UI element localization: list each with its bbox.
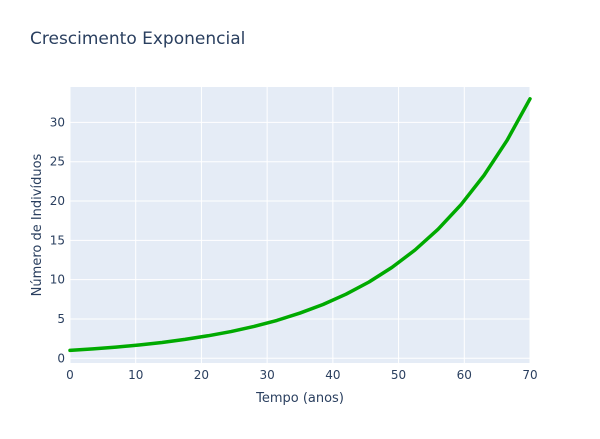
x-tick-label: 50	[391, 368, 406, 382]
series-line	[68, 97, 532, 353]
x-tick-label: 0	[66, 368, 74, 382]
x-tick-label: 70	[522, 368, 537, 382]
y-tick-label: 0	[57, 351, 65, 365]
grid-lines	[69, 87, 531, 363]
x-tick-label: 40	[325, 368, 340, 382]
chart-title: Crescimento Exponencial	[30, 29, 245, 49]
x-tick-label: 20	[194, 368, 209, 382]
y-tick-label: 25	[50, 155, 65, 169]
plot-area	[70, 87, 530, 363]
y-tick-label: 20	[50, 194, 65, 208]
x-axis-label: Tempo (anos)	[255, 391, 344, 406]
tick-labels: 0 10 20 30 40 50 60 70 0 5 10 15 20 25 30	[50, 115, 538, 382]
y-tick-label: 30	[50, 115, 65, 129]
y-tick-label: 15	[50, 233, 65, 247]
series-layer	[68, 97, 532, 353]
y-axis-label: Número de Indivíduos	[30, 153, 45, 296]
x-tick-label: 60	[457, 368, 472, 382]
x-tick-label: 10	[128, 368, 143, 382]
y-tick-label: 5	[57, 312, 65, 326]
y-tick-label: 10	[50, 273, 65, 287]
x-tick-label: 30	[260, 368, 275, 382]
